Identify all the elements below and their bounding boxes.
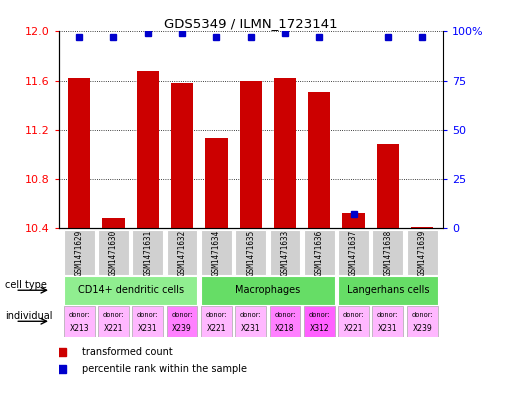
Bar [240,81,262,228]
Bar [304,306,335,337]
Bar [201,306,232,337]
Title: GDS5349 / ILMN_1723141: GDS5349 / ILMN_1723141 [164,17,337,30]
Bar [98,230,129,275]
Text: donor:: donor: [68,312,90,318]
Text: donor:: donor: [308,312,330,318]
Bar [338,306,369,337]
Bar [64,306,95,337]
Text: donor:: donor: [377,312,399,318]
Bar [68,78,90,228]
Text: individual: individual [5,310,52,321]
Bar [136,71,159,228]
Text: X231: X231 [138,324,158,333]
Text: GSM1471636: GSM1471636 [315,230,324,275]
Text: X213: X213 [69,324,89,333]
Bar [171,83,193,228]
Bar [201,276,335,305]
Bar [64,230,95,275]
Text: GSM1471634: GSM1471634 [212,230,221,275]
Text: GSM1471637: GSM1471637 [349,230,358,275]
Text: X221: X221 [104,324,123,333]
Bar [235,230,266,275]
Text: X312: X312 [309,324,329,333]
Bar [166,230,197,275]
Bar [205,138,228,228]
Bar [308,92,330,228]
Bar [343,213,365,228]
Bar [64,276,197,305]
Text: X231: X231 [378,324,398,333]
Text: X218: X218 [275,324,295,333]
Bar [98,306,129,337]
Bar [270,306,300,337]
Bar [166,306,197,337]
Text: Langerhans cells: Langerhans cells [347,285,429,296]
Text: GSM1471638: GSM1471638 [383,230,392,275]
Text: cell type: cell type [5,279,47,290]
Bar [411,227,433,228]
Bar [377,145,399,228]
Text: donor:: donor: [274,312,296,318]
Bar [373,230,403,275]
Text: GSM1471639: GSM1471639 [418,230,427,275]
Text: GSM1471632: GSM1471632 [178,230,187,275]
Text: GSM1471635: GSM1471635 [246,230,255,275]
Text: GSM1471630: GSM1471630 [109,230,118,275]
Bar [235,306,266,337]
Bar [102,218,125,228]
Bar [270,230,300,275]
Text: X221: X221 [344,324,363,333]
Bar [407,306,438,337]
Bar [201,230,232,275]
Bar [407,230,438,275]
Text: Macrophages: Macrophages [235,285,300,296]
Text: donor:: donor: [206,312,227,318]
Text: CD14+ dendritic cells: CD14+ dendritic cells [77,285,184,296]
Bar [132,230,163,275]
Bar [373,306,403,337]
Text: GSM1471633: GSM1471633 [280,230,290,275]
Text: X239: X239 [412,324,432,333]
Bar [274,78,296,228]
Text: donor:: donor: [411,312,433,318]
Bar [132,306,163,337]
Text: donor:: donor: [240,312,262,318]
Text: donor:: donor: [103,312,124,318]
Text: percentile rank within the sample: percentile rank within the sample [81,364,246,374]
Text: transformed count: transformed count [81,347,173,357]
Text: donor:: donor: [343,312,364,318]
Text: X221: X221 [207,324,226,333]
Text: GSM1471629: GSM1471629 [75,230,83,275]
Bar [338,230,369,275]
Text: X239: X239 [172,324,192,333]
Bar [338,276,438,305]
Bar [304,230,335,275]
Text: X231: X231 [241,324,261,333]
Text: donor:: donor: [137,312,159,318]
Text: donor:: donor: [171,312,193,318]
Text: GSM1471631: GSM1471631 [143,230,152,275]
